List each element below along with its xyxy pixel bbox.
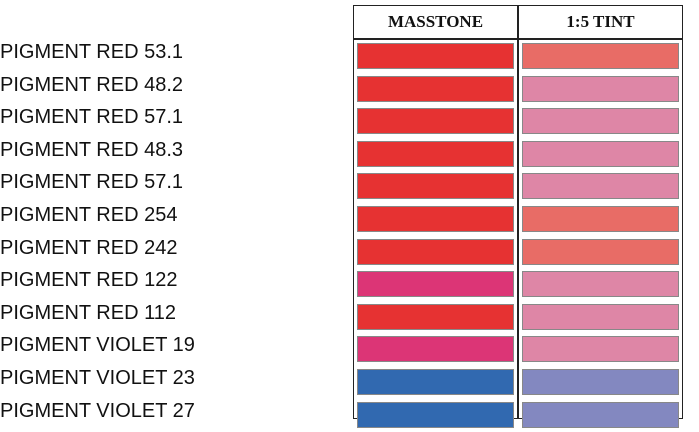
- swatch-row: [354, 106, 682, 139]
- swatch-row: [354, 74, 682, 107]
- masstone-swatch: [357, 43, 514, 69]
- masstone-column-header: MASSTONE: [387, 12, 484, 31]
- column-divider: [517, 6, 519, 418]
- swatch-rows: [354, 41, 682, 432]
- masstone-swatch: [357, 75, 514, 102]
- swatch-row: [354, 334, 682, 367]
- tint-swatch: [522, 75, 679, 102]
- masstone-swatch: [357, 401, 514, 428]
- pigment-label: PIGMENT RED 57.1: [0, 171, 184, 194]
- pigment-label: PIGMENT RED 254: [0, 203, 178, 226]
- pigment-label: PIGMENT RED 122: [0, 269, 178, 292]
- masstone-swatch: [357, 271, 514, 298]
- pigment-label-column: PIGMENT RED 53.1 PIGMENT RED 48.2 PIGMEN…: [0, 36, 340, 427]
- pigment-label: PIGMENT VIOLET 27: [0, 399, 195, 422]
- pigment-label: PIGMENT VIOLET 19: [0, 334, 195, 357]
- pigment-label: PIGMENT VIOLET 23: [0, 366, 195, 389]
- swatch-row: [354, 269, 682, 302]
- tint-swatch: [522, 303, 679, 330]
- pigment-label: PIGMENT RED 53.1: [0, 41, 184, 63]
- tint-swatch: [522, 108, 679, 135]
- pigment-label: PIGMENT RED 48.3: [0, 138, 184, 161]
- tint-swatch: [522, 336, 679, 363]
- tint-swatch: [522, 140, 679, 167]
- tint-swatch: [522, 43, 679, 69]
- tint-swatch: [522, 173, 679, 200]
- swatch-table: MASSTONE 1:5 TINT: [353, 5, 683, 428]
- masstone-swatch: [357, 108, 514, 135]
- tint-swatch: [522, 271, 679, 298]
- tint-column-header: 1:5 TINT: [566, 12, 635, 31]
- header-divider: [354, 38, 682, 40]
- tint-swatch: [522, 401, 679, 428]
- tint-swatch: [522, 238, 679, 265]
- swatch-row: [354, 237, 682, 270]
- swatch-row: [354, 139, 682, 172]
- swatch-row: [354, 367, 682, 400]
- tint-swatch: [522, 368, 679, 395]
- masstone-swatch: [357, 205, 514, 232]
- pigment-label: PIGMENT RED 242: [0, 236, 178, 259]
- pigment-label: PIGMENT RED 57.1: [0, 106, 184, 129]
- masstone-swatch: [357, 238, 514, 265]
- masstone-swatch: [357, 303, 514, 330]
- swatch-row: [354, 400, 682, 432]
- swatch-row: [354, 204, 682, 237]
- masstone-swatch: [357, 368, 514, 395]
- swatch-row: [354, 302, 682, 335]
- pigment-label: PIGMENT RED 112: [0, 301, 176, 324]
- masstone-swatch: [357, 173, 514, 200]
- masstone-swatch: [357, 336, 514, 363]
- masstone-swatch: [357, 140, 514, 167]
- swatch-row: [354, 171, 682, 204]
- tint-swatch: [522, 205, 679, 232]
- pigment-label: PIGMENT RED 48.2: [0, 73, 184, 96]
- swatch-row: [354, 41, 682, 74]
